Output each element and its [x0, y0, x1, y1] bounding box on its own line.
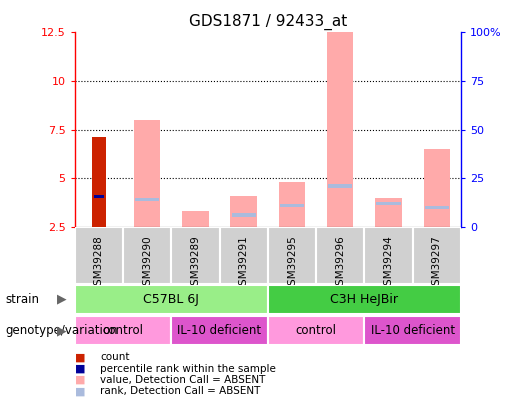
Text: ■: ■: [75, 364, 85, 373]
Text: value, Detection Call = ABSENT: value, Detection Call = ABSENT: [100, 375, 266, 385]
Bar: [413, 227, 461, 284]
Text: IL-10 deficient: IL-10 deficient: [178, 324, 262, 337]
Bar: [376, 202, 401, 205]
Text: percentile rank within the sample: percentile rank within the sample: [100, 364, 277, 373]
Bar: [268, 227, 316, 284]
Text: GSM39294: GSM39294: [384, 235, 393, 292]
Text: ▶: ▶: [57, 324, 66, 337]
Bar: [75, 316, 171, 345]
Text: GSM39290: GSM39290: [142, 235, 152, 292]
Bar: [182, 211, 209, 227]
Text: ▶: ▶: [57, 293, 66, 306]
Text: GSM39288: GSM39288: [94, 235, 104, 292]
Text: C57BL 6J: C57BL 6J: [143, 293, 199, 306]
Bar: [171, 227, 219, 284]
Text: GSM39289: GSM39289: [191, 235, 200, 292]
Text: rank, Detection Call = ABSENT: rank, Detection Call = ABSENT: [100, 386, 261, 396]
Text: strain: strain: [5, 293, 39, 306]
Text: genotype/variation: genotype/variation: [5, 324, 117, 337]
Text: GSM39295: GSM39295: [287, 235, 297, 292]
Bar: [327, 32, 353, 227]
Text: ■: ■: [75, 352, 85, 362]
Text: GSM39291: GSM39291: [238, 235, 249, 292]
Bar: [123, 227, 171, 284]
Text: control: control: [296, 324, 337, 337]
Bar: [328, 184, 352, 188]
Bar: [365, 316, 461, 345]
Bar: [365, 227, 413, 284]
Text: GSM39296: GSM39296: [335, 235, 345, 292]
Bar: [75, 285, 268, 314]
Text: count: count: [100, 352, 130, 362]
Bar: [135, 198, 159, 201]
Text: IL-10 deficient: IL-10 deficient: [371, 324, 455, 337]
Bar: [268, 285, 461, 314]
Bar: [92, 137, 106, 227]
Text: ■: ■: [75, 386, 85, 396]
Bar: [423, 149, 450, 227]
Bar: [230, 196, 257, 227]
Bar: [75, 227, 123, 284]
Bar: [280, 204, 304, 207]
Text: ■: ■: [75, 375, 85, 385]
Text: control: control: [102, 324, 144, 337]
Bar: [171, 316, 268, 345]
Bar: [316, 227, 365, 284]
Bar: [94, 195, 104, 198]
Text: C3H HeJBir: C3H HeJBir: [330, 293, 399, 306]
Bar: [134, 120, 160, 227]
Bar: [375, 198, 402, 227]
Bar: [425, 206, 449, 209]
Bar: [279, 182, 305, 227]
Bar: [232, 213, 256, 217]
Bar: [268, 316, 365, 345]
Bar: [219, 227, 268, 284]
Title: GDS1871 / 92433_at: GDS1871 / 92433_at: [188, 13, 347, 30]
Text: GSM39297: GSM39297: [432, 235, 442, 292]
